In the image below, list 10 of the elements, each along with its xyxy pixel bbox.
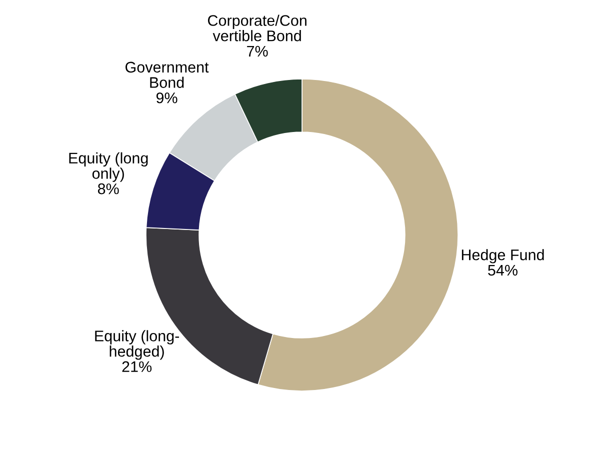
data-label: 9%: [156, 92, 178, 104]
slice-label: Government Bond: [126, 62, 209, 88]
data-label: 54%: [488, 264, 518, 276]
slice-label: Equity (long- hedged): [95, 330, 180, 360]
slice-label: Equity (long only): [69, 152, 148, 182]
slice-label: Hedge Fund: [462, 249, 544, 264]
data-label: 21%: [122, 361, 152, 372]
data-label: 8%: [98, 183, 119, 194]
data-label: 7%: [247, 46, 268, 57]
slice-label: Corporate/Con vertible Bond: [208, 14, 306, 42]
